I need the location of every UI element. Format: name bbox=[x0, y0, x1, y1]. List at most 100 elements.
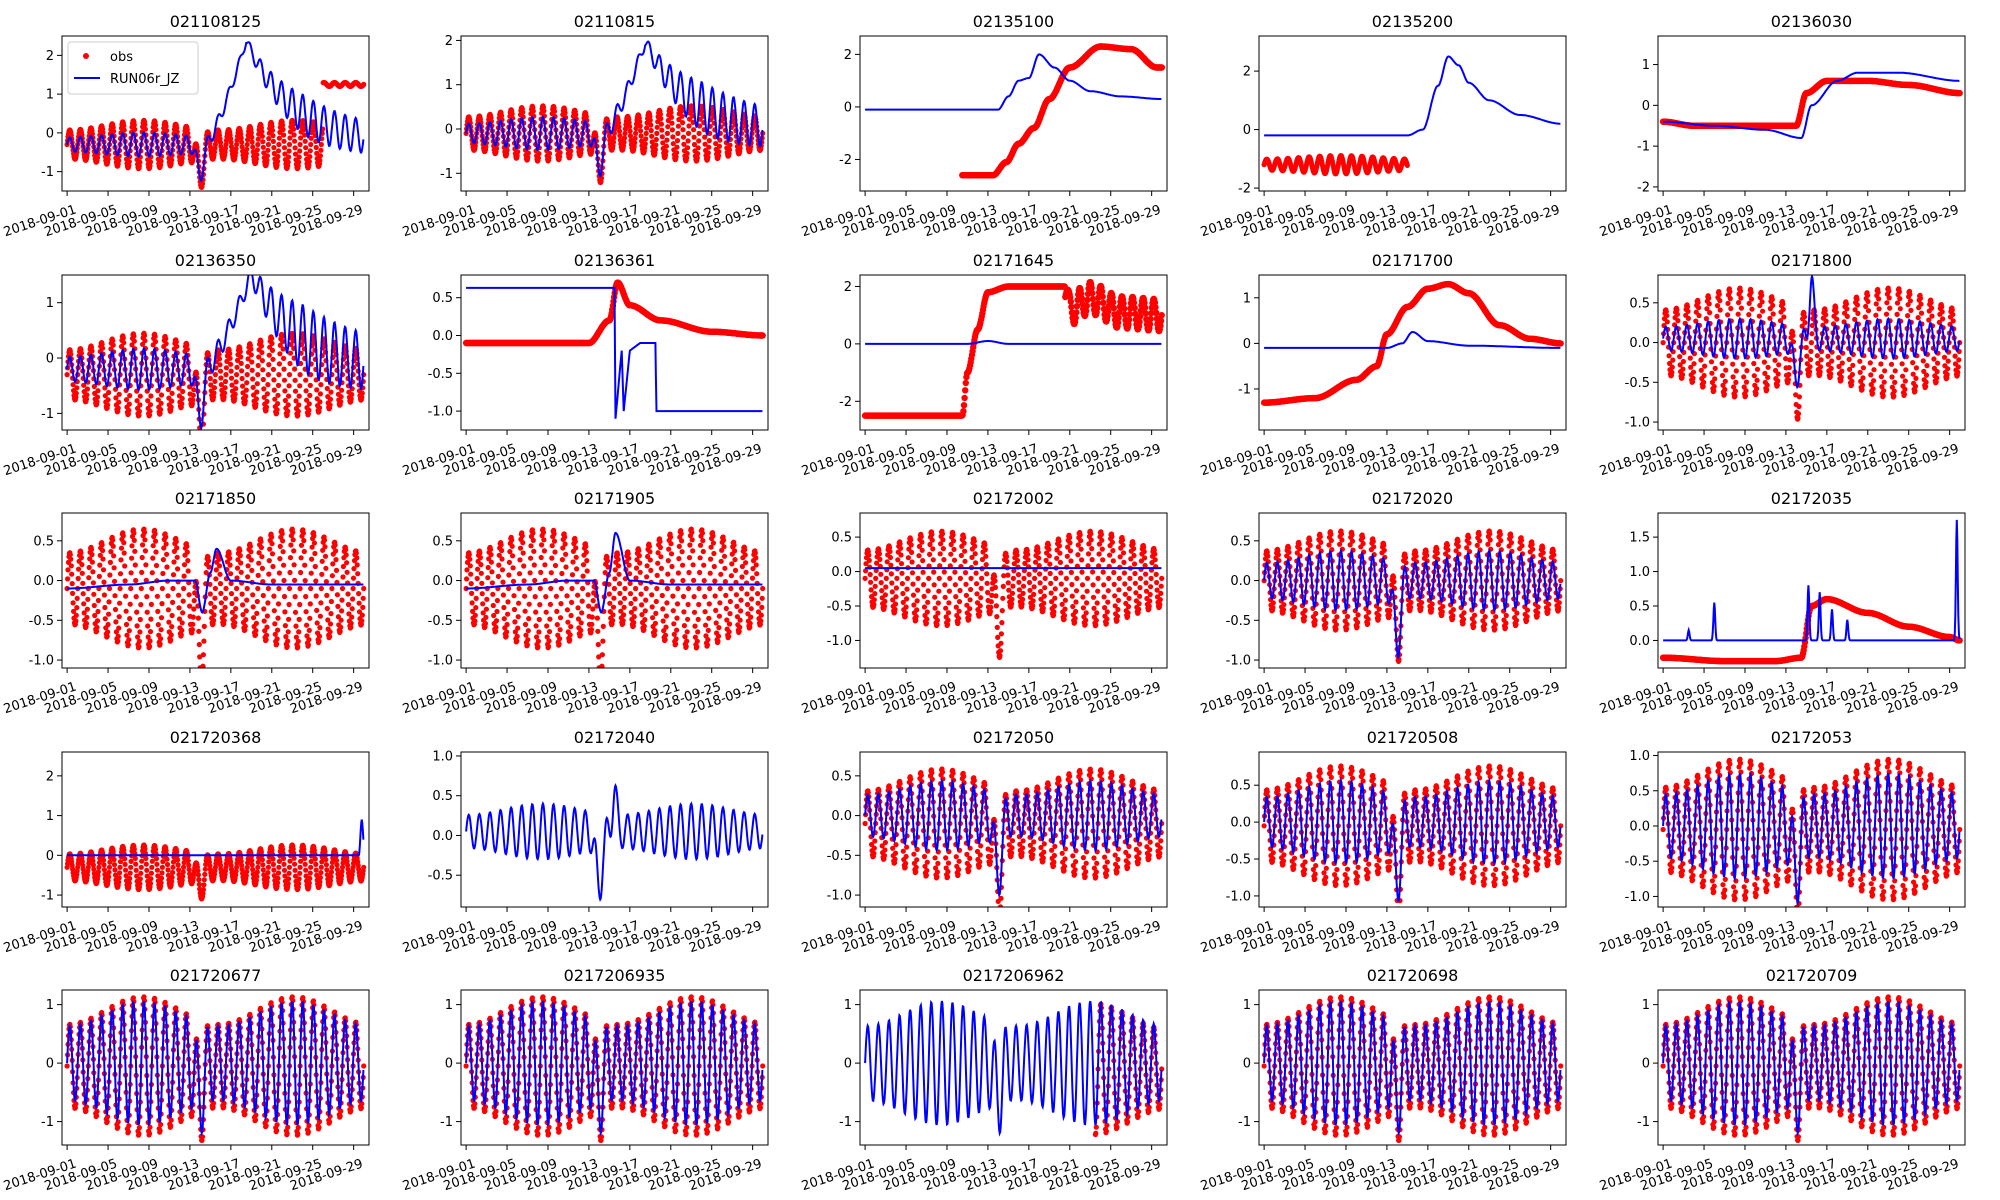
obs-point bbox=[737, 145, 743, 151]
obs-point bbox=[266, 136, 272, 142]
obs-point bbox=[152, 122, 159, 128]
y-tick-label: 0 bbox=[1243, 337, 1251, 352]
obs-point bbox=[339, 387, 345, 393]
obs-point bbox=[1094, 299, 1102, 307]
y-tick-label: -2 bbox=[1637, 180, 1650, 195]
obs-point bbox=[191, 387, 197, 393]
obs-point bbox=[318, 147, 324, 153]
obs-point bbox=[113, 395, 119, 401]
obs-point bbox=[1700, 383, 1706, 389]
obs-point bbox=[308, 141, 314, 148]
obs-point bbox=[617, 133, 623, 139]
obs-point bbox=[259, 133, 265, 139]
obs-point bbox=[247, 342, 253, 348]
obs-point bbox=[652, 147, 659, 153]
obs-point bbox=[649, 139, 655, 145]
obs-point bbox=[212, 141, 218, 148]
plot-area bbox=[64, 41, 367, 190]
axes-frame bbox=[1258, 274, 1567, 431]
obs-point bbox=[1137, 313, 1144, 320]
obs-point bbox=[239, 144, 245, 150]
obs-point bbox=[142, 122, 148, 128]
obs-point bbox=[174, 343, 180, 349]
obs-point bbox=[269, 347, 276, 353]
obs-point bbox=[131, 333, 137, 339]
obs-point bbox=[297, 148, 303, 154]
obs-point bbox=[74, 385, 80, 391]
obs-point bbox=[1751, 373, 1757, 379]
obs-point bbox=[1741, 374, 1747, 380]
obs-point bbox=[249, 139, 255, 145]
obs-point bbox=[179, 401, 185, 407]
obs-point bbox=[275, 158, 281, 164]
obs-point bbox=[111, 128, 117, 134]
obs-point bbox=[275, 148, 282, 154]
obs-point bbox=[674, 138, 681, 144]
obs-point bbox=[669, 127, 676, 133]
obs-point bbox=[1722, 386, 1728, 393]
plot-area bbox=[64, 275, 367, 430]
obs-point bbox=[303, 377, 309, 383]
obs-point bbox=[520, 109, 526, 115]
obs-point bbox=[1121, 305, 1128, 312]
obs-point bbox=[1088, 284, 1095, 292]
obs-point bbox=[1104, 312, 1111, 320]
obs-point bbox=[223, 372, 229, 378]
obs-point bbox=[81, 382, 87, 388]
obs-point bbox=[224, 358, 230, 364]
obs-point bbox=[1712, 376, 1718, 382]
obs-point bbox=[105, 156, 111, 162]
obs-point bbox=[1759, 292, 1765, 298]
subplot-title: 02110815 bbox=[574, 12, 655, 31]
obs-point bbox=[317, 157, 323, 163]
obs-point bbox=[317, 153, 323, 159]
obs-point bbox=[276, 372, 282, 378]
obs-point bbox=[716, 149, 722, 155]
obs-point bbox=[100, 345, 106, 351]
obs-point bbox=[1094, 305, 1101, 312]
obs-point bbox=[238, 135, 244, 141]
obs-point bbox=[276, 141, 282, 148]
obs-point bbox=[291, 132, 297, 138]
obs-point bbox=[696, 130, 702, 136]
plot-area bbox=[1261, 55, 1561, 177]
obs-point bbox=[286, 148, 292, 154]
axes-frame bbox=[1657, 35, 1966, 192]
obs-point bbox=[254, 389, 260, 395]
obs-point bbox=[1158, 64, 1166, 71]
obs-point bbox=[317, 399, 323, 405]
obs-point bbox=[275, 401, 281, 407]
obs-point bbox=[1735, 311, 1741, 317]
model-series bbox=[1264, 331, 1561, 349]
obs-point bbox=[95, 388, 101, 394]
obs-point bbox=[89, 131, 95, 137]
obs-point bbox=[1660, 340, 1666, 346]
obs-point bbox=[222, 145, 229, 152]
obs-point bbox=[1754, 366, 1761, 372]
obs-point bbox=[647, 113, 653, 119]
obs-point bbox=[131, 338, 137, 344]
obs-point bbox=[1083, 307, 1090, 315]
obs-point bbox=[1120, 300, 1127, 307]
y-tick-label: 0 bbox=[46, 126, 54, 141]
obs-point bbox=[286, 372, 293, 378]
obs-point bbox=[202, 429, 204, 430]
obs-point bbox=[155, 397, 161, 403]
obs-point bbox=[233, 150, 239, 156]
y-tick-label: 1 bbox=[1642, 58, 1650, 73]
obs-point bbox=[1727, 295, 1733, 302]
model-series bbox=[865, 53, 1162, 111]
obs-point bbox=[271, 387, 277, 393]
obs-point bbox=[675, 123, 682, 129]
legend-obs-label: obs bbox=[110, 50, 133, 65]
obs-point bbox=[1754, 386, 1760, 392]
obs-point bbox=[245, 356, 251, 362]
obs-point bbox=[179, 395, 185, 402]
obs-point bbox=[1708, 359, 1715, 365]
obs-point bbox=[1109, 294, 1116, 301]
obs-point bbox=[261, 150, 267, 156]
obs-point bbox=[642, 145, 648, 151]
obs-point bbox=[1720, 382, 1726, 388]
obs-point bbox=[499, 113, 505, 119]
